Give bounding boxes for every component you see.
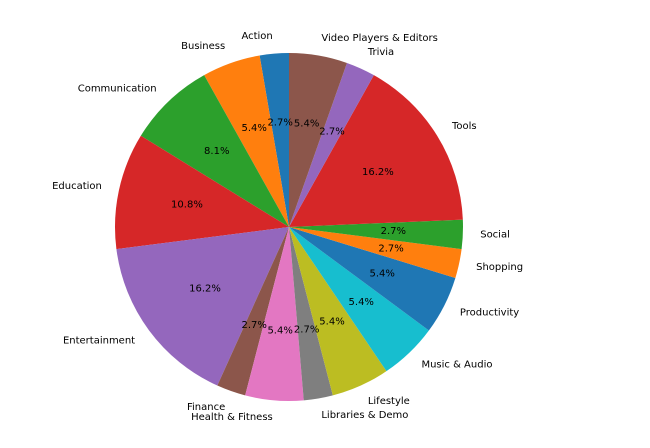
pct-label-communication: 8.1%: [204, 146, 229, 157]
pct-label-music-and-audio: 5.4%: [349, 297, 374, 308]
category-label-video-players-and-editors: Video Players & Editors: [321, 33, 437, 44]
category-label-action: Action: [241, 31, 272, 42]
pct-label-education: 10.8%: [171, 200, 203, 211]
pct-label-tools: 16.2%: [362, 167, 394, 178]
slice-shopping: [289, 227, 462, 278]
slice-action: [259, 53, 289, 227]
category-label-business: Business: [181, 41, 225, 52]
pct-label-business: 5.4%: [242, 123, 267, 134]
pct-label-libraries-and-demo: 2.7%: [294, 324, 319, 335]
slice-video-players-and-editors: [289, 53, 347, 227]
category-label-finance: Finance: [187, 402, 225, 413]
category-label-libraries-and-demo: Libraries & Demo: [321, 410, 408, 421]
category-label-music-and-audio: Music & Audio: [421, 360, 492, 371]
category-label-trivia: Trivia: [367, 47, 394, 58]
category-label-entertainment: Entertainment: [63, 335, 135, 346]
pct-label-video-players-and-editors: 5.4%: [294, 119, 319, 130]
pie-percent-labels: 2.7%5.4%8.1%10.8%16.2%2.7%5.4% 2.7%5.4%5.…: [171, 117, 406, 336]
pie-slices: [114, 53, 463, 401]
category-label-productivity: Productivity: [460, 308, 519, 319]
category-label-communication: Communication: [78, 83, 157, 94]
slice-lifestyle: [289, 227, 387, 396]
category-label-tools: Tools: [451, 121, 477, 132]
category-label-social: Social: [480, 230, 510, 241]
pct-label-health-and-fitness: 5.4%: [267, 326, 292, 337]
pct-label-productivity: 5.4%: [370, 269, 395, 280]
pct-label-lifestyle: 5.4%: [319, 317, 344, 328]
slice-communication: [140, 75, 289, 227]
pct-label-social: 2.7%: [381, 226, 406, 237]
pie-category-labels: Action Business Communication Education Ente…: [52, 31, 523, 423]
slice-trivia: [289, 62, 374, 227]
category-label-lifestyle: Lifestyle: [368, 396, 410, 407]
pct-label-action: 2.7%: [267, 117, 292, 128]
slice-business: [204, 55, 289, 227]
category-label-shopping: Shopping: [476, 262, 523, 273]
slice-finance: [217, 227, 289, 396]
pct-label-finance: 2.7%: [242, 320, 267, 331]
slice-social: [289, 219, 463, 250]
slice-libraries-and-demo: [289, 227, 333, 401]
slice-entertainment: [116, 227, 289, 386]
slice-tools: [289, 75, 463, 227]
category-label-education: Education: [52, 181, 102, 192]
slice-music-and-audio: [289, 227, 429, 372]
slice-productivity: [289, 227, 456, 331]
slice-education: [114, 135, 289, 250]
pct-label-entertainment: 16.2%: [189, 284, 221, 295]
category-label-health-and-fitness: Health & Fitness: [191, 412, 273, 423]
pct-label-shopping: 2.7%: [378, 243, 403, 254]
pct-label-trivia: 2.7%: [319, 126, 344, 137]
slice-health-and-fitness: [245, 227, 304, 401]
